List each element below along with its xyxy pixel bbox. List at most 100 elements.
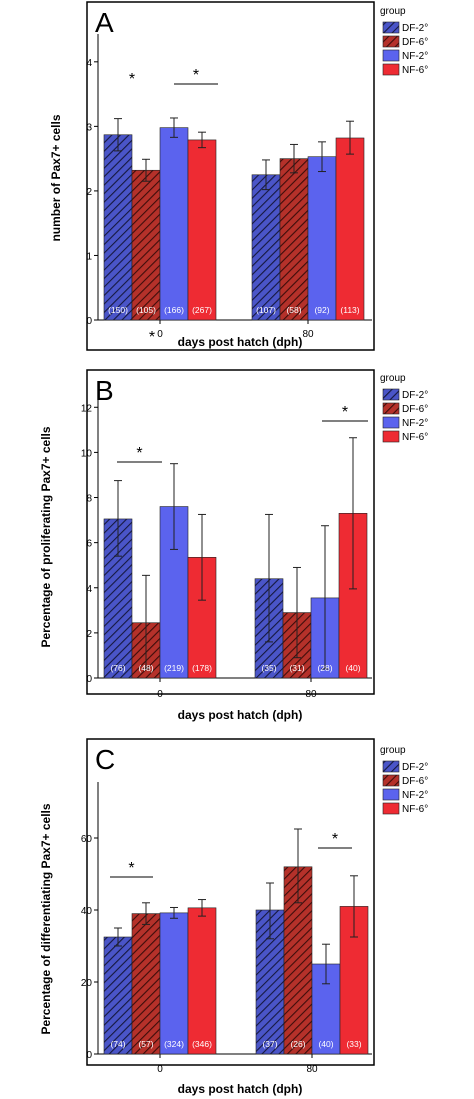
bar (187, 907, 217, 1055)
legend-swatch (382, 416, 400, 429)
bar (159, 912, 189, 1055)
x-axis-label: days post hatch (dph) (178, 1082, 303, 1096)
n-count-label: (113) (340, 305, 359, 315)
y-tick-label: 2 (86, 187, 92, 198)
n-count-label: (40) (318, 1039, 333, 1049)
y-axis-label: Percentage of proliferating Pax7+ cells (39, 426, 53, 647)
n-count-label: (105) (136, 305, 156, 315)
legend-swatch (382, 49, 400, 62)
y-tick-label: 12 (81, 403, 93, 414)
legend-swatch (382, 430, 400, 443)
legend-entry-label: DF-6° (402, 404, 428, 415)
significance-star: * (342, 404, 348, 421)
n-count-label: (76) (110, 663, 125, 673)
panel-label: B (95, 375, 114, 406)
y-tick-label: 0 (86, 316, 92, 327)
bar (103, 936, 133, 1055)
legend-entry-label: DF-2° (402, 23, 428, 34)
x-tick-label: 0 (157, 689, 163, 700)
legend-entry-label: DF-6° (402, 37, 428, 48)
bar (131, 169, 161, 321)
y-tick-label: 4 (86, 584, 92, 595)
n-count-label: (33) (346, 1039, 361, 1049)
legend-swatch (382, 63, 400, 76)
n-count-label: (26) (290, 1039, 305, 1049)
legend-swatch (382, 402, 400, 415)
x-tick-label: 80 (302, 329, 314, 340)
legend-swatch (382, 774, 400, 787)
bar (131, 913, 161, 1055)
n-count-label: (166) (164, 305, 184, 315)
legend-swatch (382, 788, 400, 801)
n-count-label: (28) (317, 663, 332, 673)
legend-swatch (382, 760, 400, 773)
significance-star: * (332, 831, 338, 848)
legend-entry-label: NF-6° (402, 65, 428, 76)
legend-entry-label: DF-2° (402, 762, 428, 773)
legend-swatch (382, 388, 400, 401)
legend-entry-label: NF-2° (402, 418, 428, 429)
n-count-label: (324) (164, 1039, 184, 1049)
y-tick-label: 3 (86, 122, 92, 133)
bar (279, 158, 309, 321)
significance-star: * (149, 329, 155, 346)
bar (103, 134, 133, 321)
legend-swatch (382, 35, 400, 48)
y-tick-label: 8 (86, 494, 92, 505)
significance-star: * (128, 860, 134, 877)
bar (251, 174, 281, 321)
y-tick-label: 0 (86, 674, 92, 685)
x-tick-label: 80 (305, 689, 317, 700)
y-tick-label: 0 (86, 1050, 92, 1061)
legend-swatch (382, 802, 400, 815)
n-count-label: (40) (345, 663, 360, 673)
n-count-label: (35) (261, 663, 276, 673)
n-count-label: (48) (138, 663, 153, 673)
legend-entry-label: NF-6° (402, 432, 428, 443)
n-count-label: (346) (192, 1039, 212, 1049)
bar (187, 139, 217, 321)
n-count-label: (57) (138, 1039, 153, 1049)
bar (159, 127, 189, 321)
panel-label: C (95, 744, 115, 775)
y-tick-label: 40 (81, 906, 93, 917)
y-tick-label: 6 (86, 539, 92, 550)
legend-entry-label: NF-2° (402, 790, 428, 801)
n-count-label: (219) (164, 663, 184, 673)
legend-entry-label: DF-2° (402, 390, 428, 401)
x-axis-label: days post hatch (dph) (178, 708, 303, 722)
n-count-label: (150) (108, 305, 128, 315)
n-count-label: (92) (314, 305, 329, 315)
significance-star: * (193, 67, 199, 84)
y-axis-label: number of Pax7+ cells (49, 114, 63, 241)
x-tick-label: 80 (306, 1064, 318, 1075)
n-count-label: (37) (262, 1039, 277, 1049)
legend-entry-label: NF-2° (402, 51, 428, 62)
y-tick-label: 1 (86, 251, 92, 262)
chart-panel-c: C 0 20 40 60 Percentage of differentiating Pa… (39, 738, 428, 1096)
panel-label: A (95, 7, 114, 38)
y-axis-label: Percentage of differentiating Pax7+ cell… (39, 803, 53, 1034)
x-axis-label: days post hatch (dph) (178, 335, 303, 349)
x-tick-label: 0 (157, 1064, 163, 1075)
legend-swatch (382, 21, 400, 34)
legend-title: group (380, 745, 406, 756)
significance-star: * (129, 71, 135, 88)
n-count-label: (31) (289, 663, 304, 673)
bar (335, 137, 365, 321)
legend-title: group (380, 373, 406, 384)
chart-panel-b: B 0 2 4 6 8 10 12 Percentage of proliferating Pa… (39, 369, 428, 722)
significance-star: * (136, 445, 142, 462)
y-tick-label: 10 (81, 448, 93, 459)
chart-panel-a: A 0 1 2 3 4 number of Pax7+ cells 0 (150) (105) (1… (49, 1, 428, 351)
n-count-label: (178) (192, 663, 212, 673)
n-count-label: (107) (256, 305, 276, 315)
n-count-label: (267) (192, 305, 212, 315)
y-tick-label: 60 (81, 834, 93, 845)
y-tick-label: 4 (86, 58, 92, 69)
n-count-label: (58) (286, 305, 301, 315)
legend-title: group (380, 6, 406, 17)
legend-entry-label: NF-6° (402, 804, 428, 815)
